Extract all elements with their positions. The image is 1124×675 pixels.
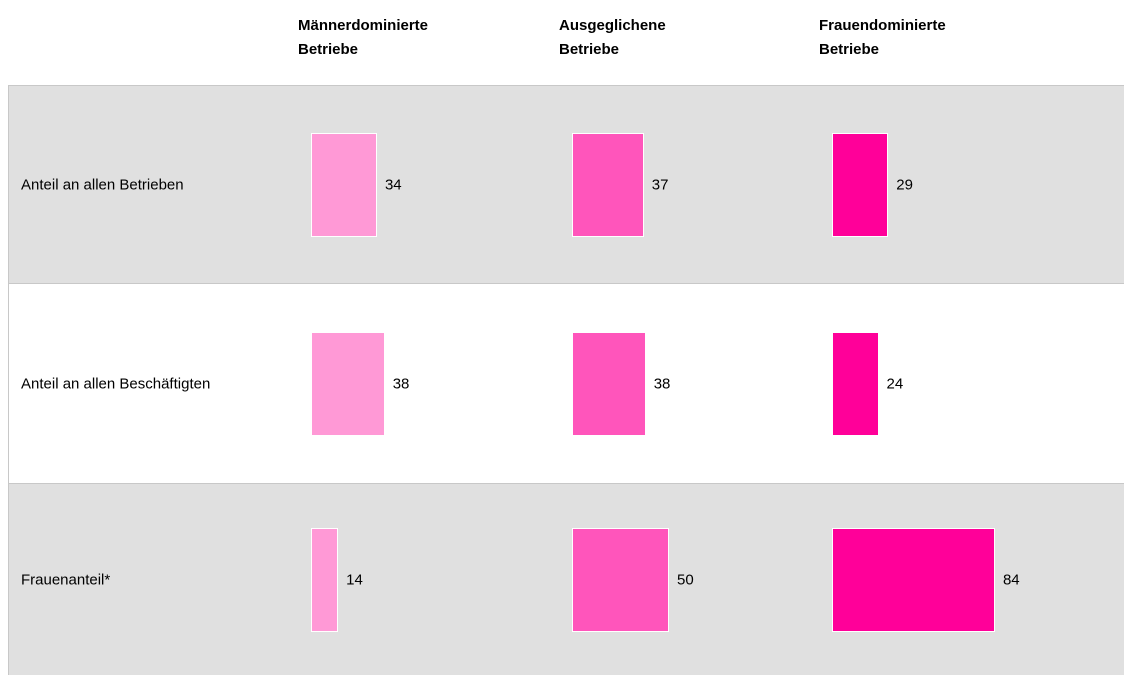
value-label: 84: [1002, 571, 1020, 589]
bar: [311, 528, 339, 632]
bar: [572, 332, 646, 436]
value-label: 50: [677, 571, 694, 589]
bar: [832, 133, 889, 237]
bar: [572, 528, 669, 632]
value-label: 24: [886, 375, 904, 393]
row-label: Anteil an allen Beschäftigten: [21, 375, 211, 393]
bar: [832, 528, 995, 632]
table-row: Frauenanteil* 14 50 84: [8, 483, 1124, 675]
column-header: Männerdominierte Betriebe: [298, 17, 429, 58]
row-label: Frauenanteil*: [21, 571, 111, 589]
table-row: Anteil an allen Beschäftigten 38 38 24: [8, 283, 1124, 483]
value-label: 37: [651, 176, 669, 194]
value-label: 14: [346, 571, 363, 589]
column-header: Ausgeglichene Betriebe: [559, 17, 666, 58]
bar: [311, 332, 385, 436]
value-label: 38: [653, 375, 671, 393]
table-row: Anteil an allen Betrieben 34 37 29: [8, 85, 1124, 283]
bar: [832, 332, 879, 436]
value-label: 34: [384, 176, 402, 194]
value-label: 38: [392, 375, 410, 393]
value-label: 29: [896, 176, 913, 194]
column-header: Frauendominierte Betriebe: [819, 17, 946, 58]
bar: [311, 133, 377, 237]
bar: [572, 133, 644, 237]
row-label: Anteil an allen Betrieben: [21, 176, 184, 194]
